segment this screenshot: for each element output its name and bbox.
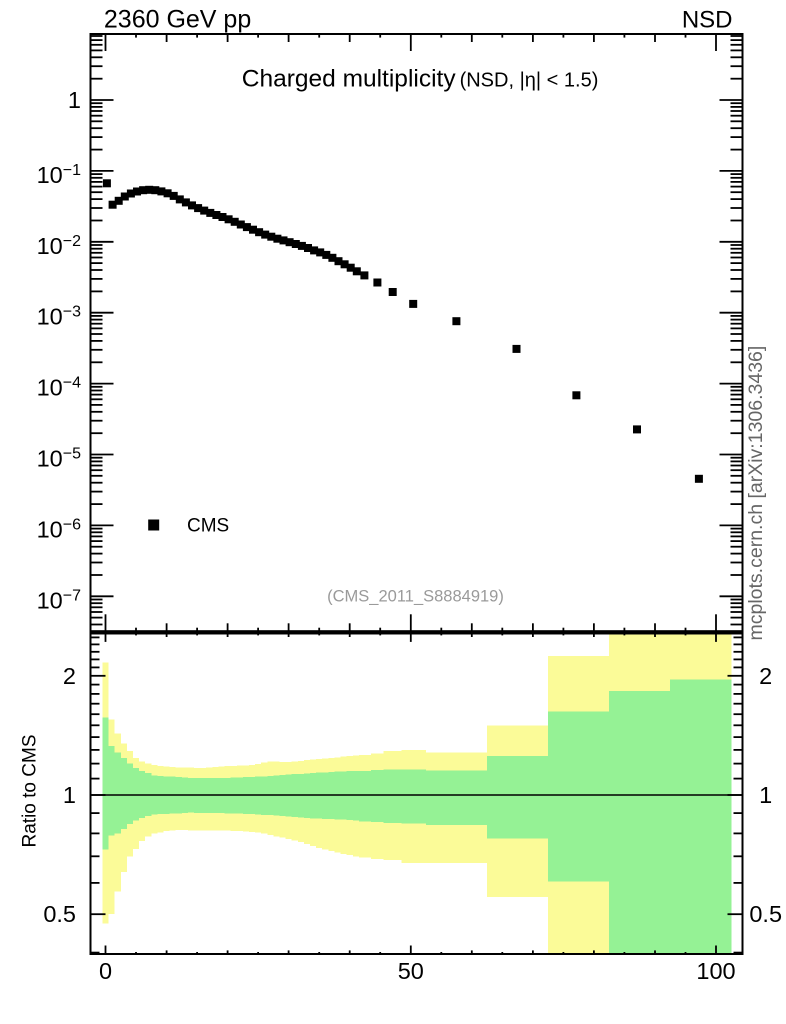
- svg-text:1: 1: [63, 782, 76, 808]
- svg-text:10−6: 10−6: [37, 516, 81, 542]
- svg-text:Charged multiplicity (NSD, |η|: Charged multiplicity (NSD, |η| < 1.5): [242, 65, 599, 92]
- svg-text:2: 2: [63, 663, 76, 689]
- svg-text:0: 0: [99, 958, 112, 984]
- svg-text:Ratio to CMS: Ratio to CMS: [20, 735, 41, 848]
- svg-text:0.5: 0.5: [43, 901, 76, 927]
- svg-text:2: 2: [759, 663, 772, 689]
- svg-text:50: 50: [398, 958, 424, 984]
- svg-text:CMS: CMS: [187, 516, 229, 537]
- svg-text:10−3: 10−3: [37, 304, 81, 330]
- svg-text:(CMS_2011_S8884919): (CMS_2011_S8884919): [327, 588, 504, 606]
- svg-text:0.5: 0.5: [749, 901, 782, 927]
- svg-text:2360 GeV pp: 2360 GeV pp: [104, 5, 251, 33]
- svg-text:100: 100: [696, 958, 735, 984]
- svg-text:1: 1: [759, 782, 772, 808]
- svg-text:1: 1: [68, 87, 81, 113]
- svg-text:mcplots.cern.ch [arXiv:1306.34: mcplots.cern.ch [arXiv:1306.3436]: [745, 346, 767, 641]
- svg-text:NSD: NSD: [682, 7, 733, 34]
